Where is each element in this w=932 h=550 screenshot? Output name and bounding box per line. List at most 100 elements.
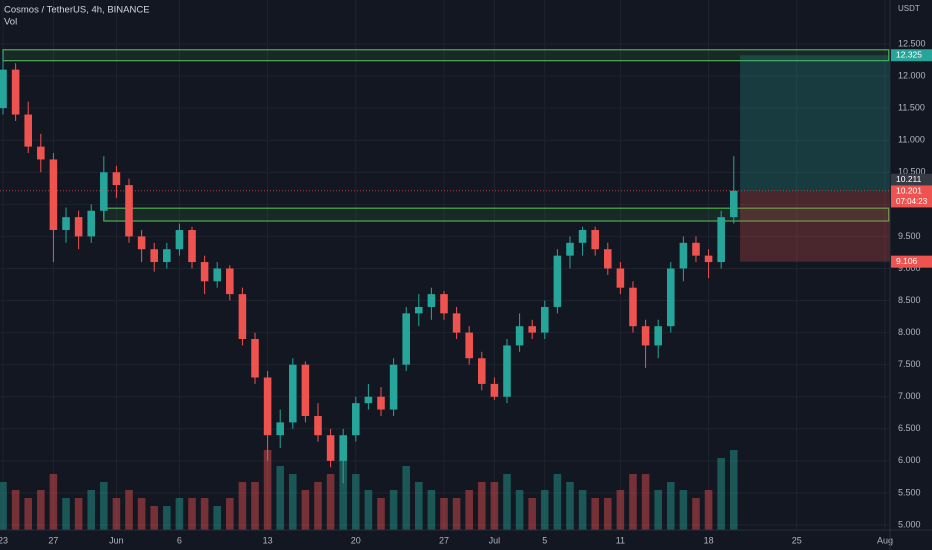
y-tick-label: 7.500 xyxy=(898,359,921,369)
volume-bar xyxy=(604,498,612,530)
candle-body xyxy=(175,229,184,250)
volume-bar xyxy=(87,490,95,530)
candle-body xyxy=(263,377,272,436)
volume-bar xyxy=(125,490,133,530)
volume-bar xyxy=(226,498,234,530)
volume-bar xyxy=(263,450,272,530)
candle-body xyxy=(301,364,310,416)
volume-bar xyxy=(352,474,360,530)
x-tick-label: 25 xyxy=(792,535,802,545)
volume-bar xyxy=(74,498,83,530)
candle-body xyxy=(389,364,398,410)
volume-bar xyxy=(11,490,20,530)
candle-body xyxy=(604,249,612,269)
candle-body xyxy=(125,185,133,237)
volume-bar xyxy=(339,458,347,530)
x-tick-label: 13 xyxy=(263,535,273,545)
volume-bar xyxy=(553,474,562,530)
volume-bar xyxy=(276,466,284,530)
volume-bar xyxy=(503,474,511,530)
last-price-label: 10.211 xyxy=(896,174,922,184)
volume-bar xyxy=(704,490,713,530)
volume-bar xyxy=(402,466,410,530)
volume-bar xyxy=(616,490,625,530)
candle-body xyxy=(62,217,70,230)
volume-bar xyxy=(213,506,221,530)
candle-body xyxy=(163,249,171,263)
volume-bar xyxy=(24,498,33,530)
candle-body xyxy=(679,242,688,269)
entry-price-label-bg xyxy=(891,185,932,198)
candle-body xyxy=(666,268,675,327)
y-tick-label: 11.500 xyxy=(898,103,925,113)
candle-body xyxy=(616,268,625,288)
candle-body xyxy=(213,268,221,282)
candle-body xyxy=(24,114,33,147)
volume-bar xyxy=(364,490,373,530)
volume-bar xyxy=(654,490,662,530)
volume-bar xyxy=(729,450,738,530)
volume-bar xyxy=(137,498,146,530)
volume-bar xyxy=(641,474,650,530)
y-tick-label: 12.500 xyxy=(898,38,926,48)
candle-body xyxy=(238,294,247,340)
candle-body xyxy=(692,242,700,256)
x-tick-label: Jul xyxy=(489,535,501,545)
candle-body xyxy=(415,306,423,314)
x-tick-label: 27 xyxy=(48,535,58,545)
candle-body xyxy=(49,159,58,230)
last-price-label-bg xyxy=(891,173,932,186)
volume-label: Vol xyxy=(4,17,17,28)
volume-bar xyxy=(591,498,599,530)
y-tick-label: 11.000 xyxy=(898,135,925,145)
candle-body xyxy=(654,326,662,346)
candle-body xyxy=(74,217,83,237)
candle-body xyxy=(377,396,385,410)
volume-bar xyxy=(326,474,335,530)
candle-body xyxy=(37,146,45,160)
y-tick-label: 10.500 xyxy=(898,167,926,177)
volume-bar xyxy=(112,498,121,530)
x-tick-label: 11 xyxy=(616,535,625,545)
volume-bar xyxy=(452,498,461,530)
countdown-bg xyxy=(891,196,932,208)
y-tick-label: 6.000 xyxy=(898,455,921,465)
x-tick-label: 23 xyxy=(0,535,8,545)
target-price-label-bg xyxy=(891,49,932,62)
candle-body xyxy=(364,396,373,404)
x-tick-label: Jun xyxy=(109,535,124,545)
candle-body xyxy=(515,326,524,346)
volume-bar xyxy=(389,490,398,530)
candle-body xyxy=(314,415,322,436)
candle-body xyxy=(276,422,284,436)
candle-body xyxy=(641,326,650,346)
volume-bar xyxy=(238,482,247,530)
candle-body xyxy=(490,383,499,397)
candle-body xyxy=(503,345,511,397)
volume-bar xyxy=(566,482,574,530)
candle-body xyxy=(440,294,448,314)
x-tick-label: 5 xyxy=(542,535,547,545)
stop-price-label-bg xyxy=(891,255,932,268)
chart-title: Cosmos / TetherUS, 4h, BINANCE xyxy=(4,5,150,16)
candle-body xyxy=(541,306,549,333)
volume-bar xyxy=(465,490,473,530)
candle-body xyxy=(465,332,473,359)
volume-bar xyxy=(37,490,45,530)
countdown: 07:04:23 xyxy=(896,197,928,206)
x-tick-label: Aug xyxy=(877,535,893,545)
candle-body xyxy=(112,172,121,186)
volume-bar xyxy=(301,490,310,530)
volume-bar xyxy=(692,498,700,530)
volume-bar xyxy=(629,474,637,530)
candle-body xyxy=(553,255,562,307)
candle-body xyxy=(704,255,713,263)
candle-body xyxy=(629,287,637,327)
candle-body xyxy=(100,172,108,211)
candle-body xyxy=(150,249,158,263)
volume-bar xyxy=(0,482,7,530)
volume-bar xyxy=(377,498,385,530)
volume-bar xyxy=(62,498,70,530)
volume-bar xyxy=(100,482,108,530)
volume-bar xyxy=(717,458,725,530)
